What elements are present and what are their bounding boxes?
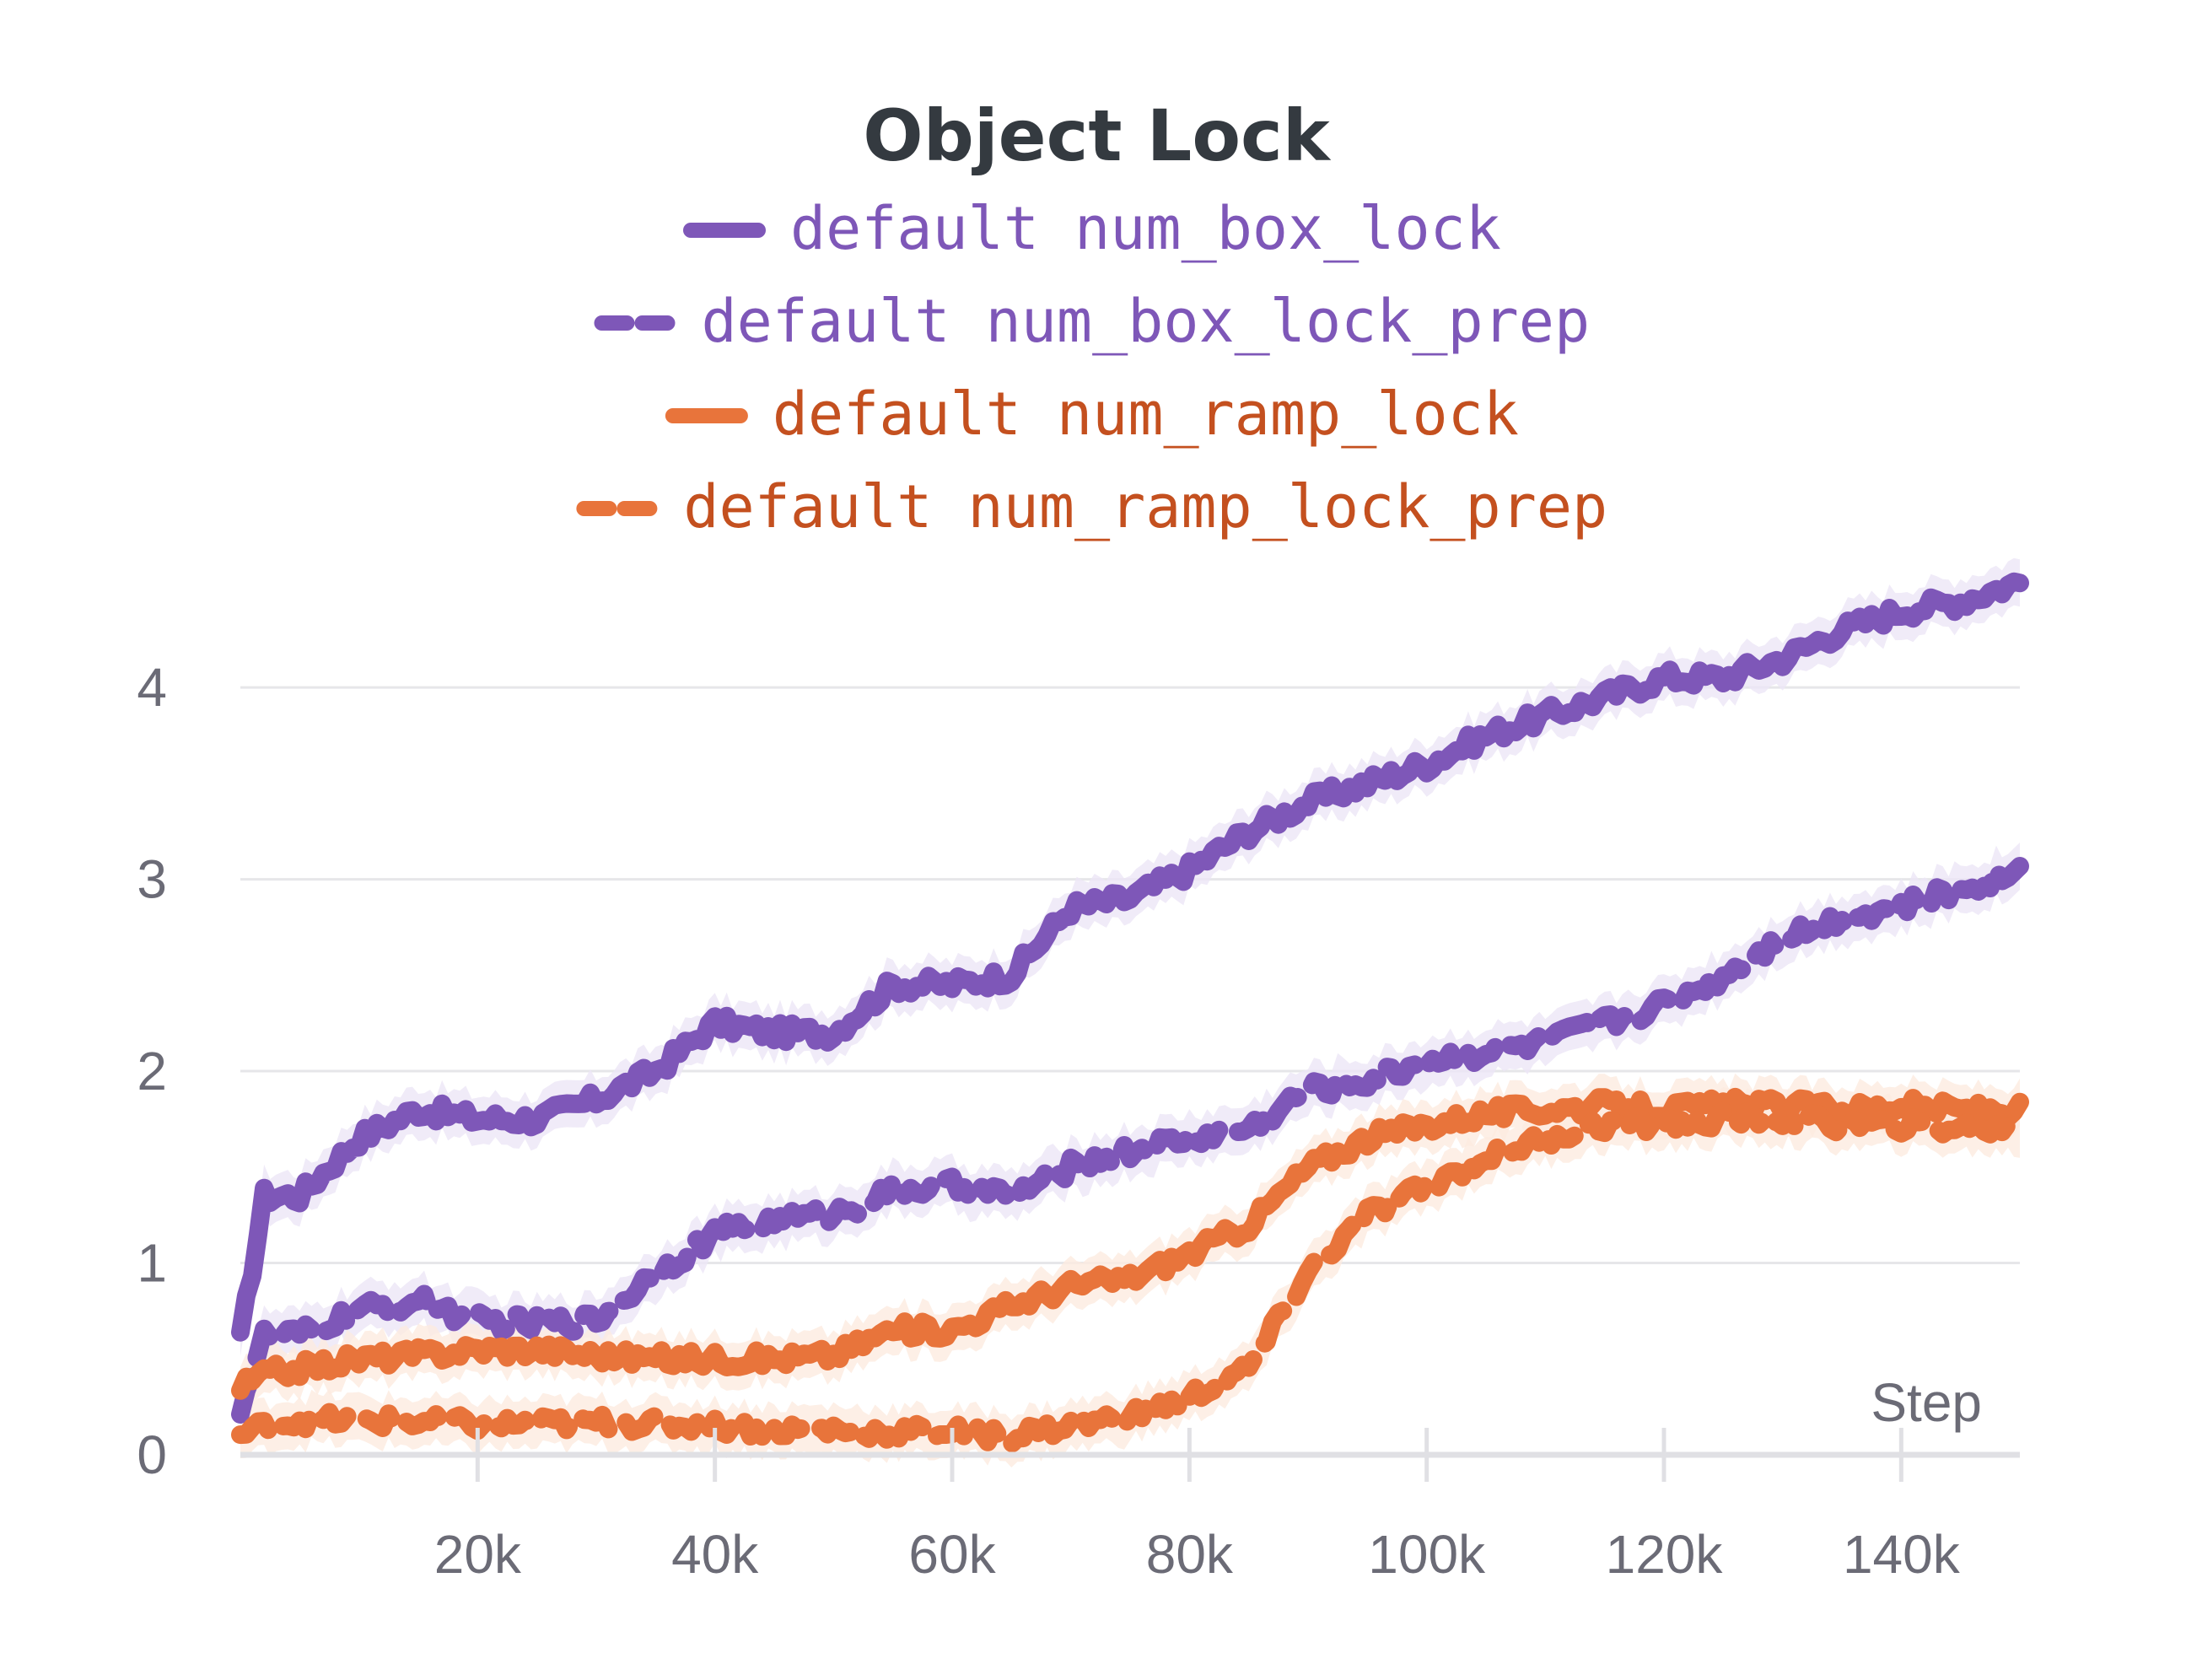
series-line-4: [231, 1101, 2029, 1453]
x-tick-label-120k: 120k: [1606, 1524, 1724, 1585]
y-tick-label-1: 1: [137, 1233, 167, 1294]
legend-label-3: default num_ramp_lock: [773, 380, 1519, 449]
legend-label-4: default num_ramp_lock_prep: [683, 472, 1607, 541]
x-tick-label-140k: 140k: [1843, 1524, 1961, 1585]
chart-title: Object Lock: [863, 94, 1332, 177]
x-tick-label-60k: 60k: [908, 1524, 996, 1585]
x-axis-label: Step: [1871, 1372, 1982, 1433]
y-tick-label-4: 4: [137, 657, 167, 718]
x-tick-label-20k: 20k: [434, 1524, 522, 1585]
x-tick-label-80k: 80k: [1146, 1524, 1234, 1585]
x-axis-ticks: 20k 40k 60k 80k 100k 120k 140k: [434, 1428, 1961, 1585]
x-tick-label-100k: 100k: [1368, 1524, 1486, 1585]
series-line-2: [231, 857, 2029, 1424]
series-line-3: [231, 1087, 2029, 1400]
series-line-1: [231, 572, 2029, 1342]
legend-label-1: default num_box_lock: [790, 194, 1501, 263]
y-tick-label-2: 2: [137, 1041, 167, 1101]
y-axis-ticks: 0 1 2 3 4: [137, 657, 167, 1485]
x-tick-label-40k: 40k: [671, 1524, 759, 1585]
series-lines: [231, 572, 2029, 1453]
legend-label-2: default num_box_lock_prep: [702, 287, 1591, 356]
y-tick-label-3: 3: [137, 849, 167, 910]
y-tick-label-0: 0: [137, 1424, 167, 1485]
